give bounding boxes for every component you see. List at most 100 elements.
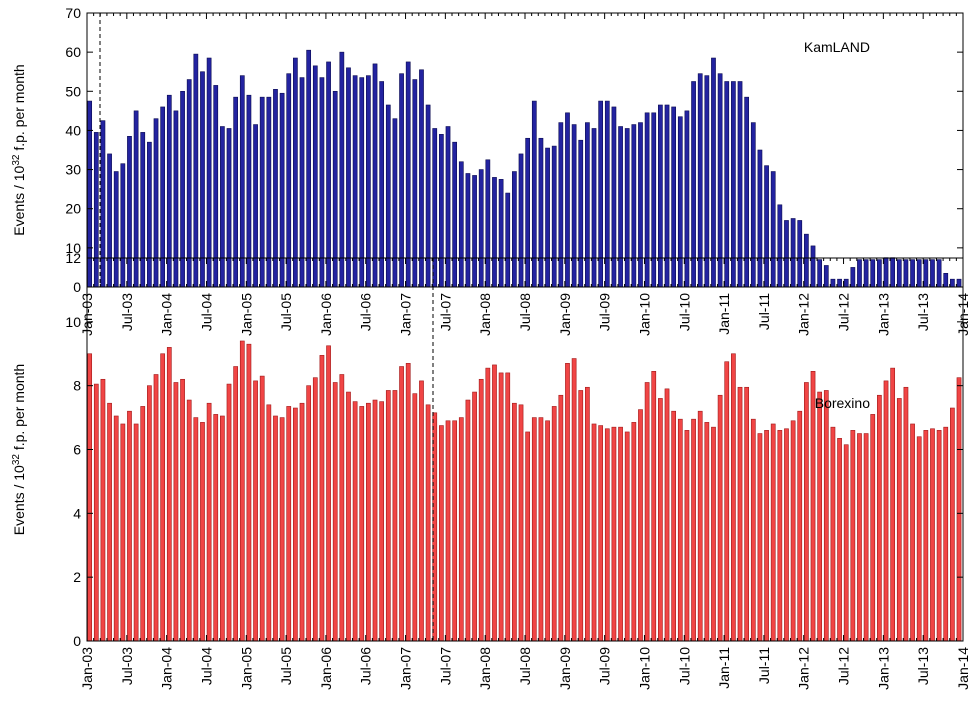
bar [173, 110, 179, 288]
bar [346, 391, 351, 642]
bar [385, 390, 391, 642]
bar [200, 71, 205, 288]
bar [531, 417, 537, 642]
bar [445, 126, 451, 288]
bar [319, 77, 325, 288]
x-tick-label: Jan-10 [636, 293, 652, 336]
bar [677, 116, 683, 288]
bar [266, 404, 272, 642]
bar [379, 401, 385, 642]
bar [253, 380, 258, 642]
bar [93, 132, 99, 288]
x-tick-label: Jul-12 [836, 647, 852, 685]
bar [664, 104, 670, 288]
bar [830, 278, 836, 288]
bar [704, 75, 710, 288]
bar [950, 407, 955, 642]
bar [213, 85, 219, 288]
bar [173, 382, 179, 642]
x-tick-label: Jan-11 [716, 647, 732, 689]
bar [956, 278, 962, 288]
bar [458, 161, 464, 288]
bar [512, 402, 517, 642]
y-tick-label: 6 [73, 442, 81, 458]
y-axis-label-part: f.p. per month [11, 64, 27, 154]
bar [804, 233, 809, 288]
bar [452, 420, 458, 642]
bar [226, 128, 232, 288]
bar [127, 410, 132, 642]
bar [810, 245, 816, 288]
bar [810, 371, 816, 642]
bar [737, 81, 743, 288]
bar [233, 366, 239, 642]
x-tick-label: Jan-06 [318, 647, 334, 690]
bar [697, 73, 703, 288]
bar [717, 73, 723, 288]
x-tick-label: Jul-04 [198, 647, 214, 685]
bar [843, 278, 849, 288]
bar [883, 257, 889, 288]
bar [764, 430, 769, 642]
x-tick-label: Jan-07 [398, 647, 414, 690]
bar [412, 393, 418, 642]
x-tick-label: Jan-08 [477, 647, 493, 690]
bar [784, 220, 789, 288]
bar [618, 426, 623, 642]
bar [359, 406, 365, 642]
bar [439, 134, 444, 288]
bar [518, 404, 524, 642]
bar [352, 75, 358, 288]
x-tick-label: Jan-06 [318, 293, 334, 336]
bar [452, 141, 458, 288]
bar [797, 220, 803, 288]
x-tick-label: Jul-06 [358, 293, 374, 331]
bar [750, 418, 756, 642]
bar [538, 137, 544, 288]
x-tick-label: Jan-07 [398, 293, 414, 336]
bar [160, 353, 166, 642]
bar [478, 169, 484, 288]
x-tick-label: Jul-07 [437, 293, 453, 331]
bar [485, 159, 491, 288]
bar [545, 420, 550, 642]
bar [671, 106, 677, 288]
bar [518, 153, 524, 288]
bar [372, 399, 378, 642]
bar [458, 417, 464, 642]
bar [644, 382, 650, 642]
bar [777, 430, 783, 642]
x-tick-label: Jan-03 [79, 647, 95, 690]
bar [352, 401, 358, 642]
bar [432, 128, 438, 288]
bar [770, 171, 776, 288]
bar [326, 61, 331, 288]
bar [273, 89, 278, 288]
bar [910, 259, 915, 288]
y-tick-label: 0 [73, 279, 81, 295]
bar [591, 128, 597, 288]
x-tick-label: Jul-09 [597, 293, 613, 331]
bar [332, 382, 338, 642]
bar [651, 112, 657, 288]
x-tick-label: Jul-08 [517, 647, 533, 685]
bar [405, 363, 411, 642]
bar [598, 425, 604, 642]
bar [485, 367, 491, 642]
bar [193, 417, 199, 642]
bar [558, 394, 564, 642]
bar [711, 426, 716, 642]
y-axis-label: Events / 1032 f.p. per month [11, 364, 28, 535]
bar [671, 410, 677, 642]
x-tick-label: Jan-12 [796, 647, 812, 690]
y-tick-label: 30 [65, 162, 81, 178]
bar [658, 398, 663, 642]
bar [611, 426, 617, 642]
y-axis-label-part: 32 [11, 154, 22, 166]
bar [293, 407, 298, 642]
bar [259, 375, 265, 642]
bar [286, 406, 292, 642]
bar [425, 104, 431, 288]
bar [611, 106, 617, 288]
